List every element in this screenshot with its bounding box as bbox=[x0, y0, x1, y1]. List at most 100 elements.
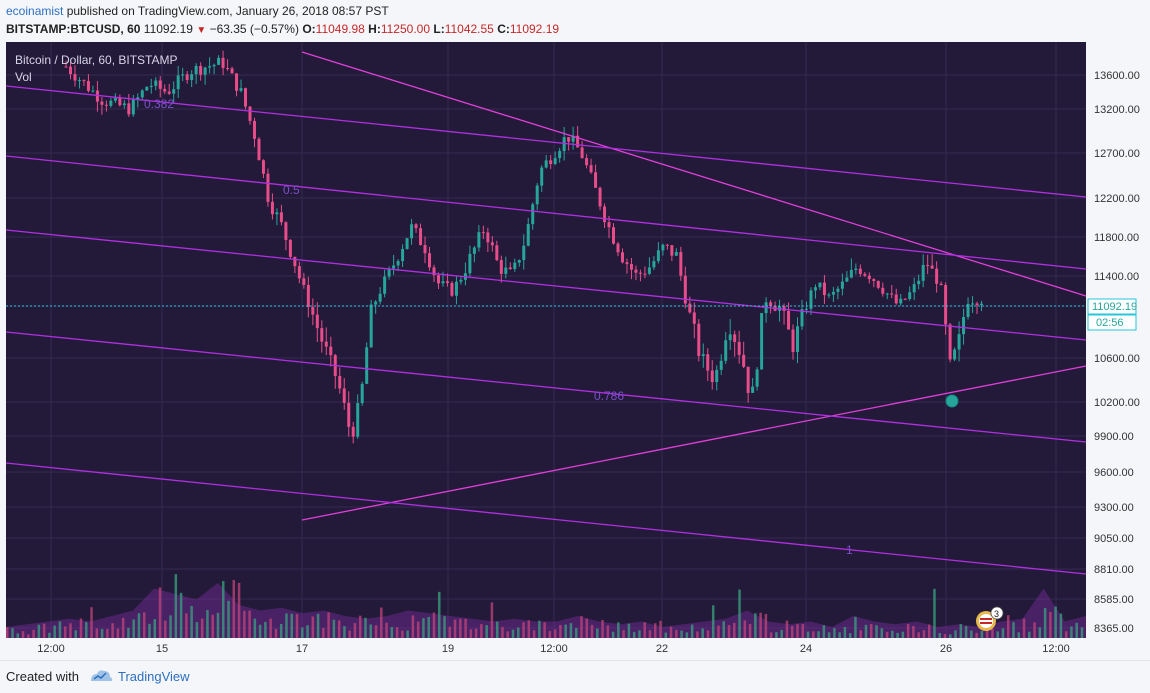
volume-bar bbox=[522, 622, 525, 638]
volume-bar bbox=[116, 628, 120, 638]
candle-body bbox=[392, 265, 396, 269]
volume-bar bbox=[495, 621, 499, 638]
candle-body bbox=[226, 68, 230, 70]
candle-body bbox=[486, 232, 490, 243]
channel-line[interactable] bbox=[6, 462, 1087, 575]
candle-body bbox=[903, 298, 907, 300]
author-link[interactable]: ecoinamist bbox=[6, 4, 64, 18]
volume-bar bbox=[200, 618, 204, 638]
candle-body bbox=[728, 334, 732, 341]
volume-bar bbox=[501, 626, 504, 638]
volume-bar bbox=[606, 625, 610, 638]
candle-body bbox=[854, 268, 858, 271]
volume-bar bbox=[564, 624, 567, 638]
volume-bar bbox=[16, 633, 20, 638]
volume-bar bbox=[258, 624, 262, 638]
volume-bar bbox=[654, 623, 657, 638]
volume-bar bbox=[195, 622, 199, 638]
tradingview-link[interactable]: TradingView bbox=[118, 669, 190, 684]
volume-bar bbox=[1028, 631, 1031, 638]
volume-bar bbox=[638, 630, 641, 638]
volume-bar bbox=[711, 605, 715, 638]
candle-body bbox=[387, 268, 391, 277]
volume-bar bbox=[485, 625, 488, 638]
candle-body bbox=[715, 369, 719, 383]
volume-bar bbox=[95, 628, 99, 638]
volume-bar bbox=[1017, 632, 1021, 638]
candle-body bbox=[598, 187, 602, 207]
price-tick-label: 8365.00 bbox=[1094, 623, 1134, 635]
volume-bar bbox=[622, 630, 625, 638]
volume-bar bbox=[538, 620, 541, 638]
price-tick-label: 8810.00 bbox=[1094, 564, 1134, 576]
candle-body bbox=[540, 167, 544, 186]
candle-body bbox=[549, 160, 553, 165]
volume-bar bbox=[100, 629, 104, 638]
volume-bar bbox=[1054, 606, 1057, 638]
candle-body bbox=[270, 201, 274, 215]
price-tick-label: 12700.00 bbox=[1094, 148, 1140, 160]
volume-bar bbox=[817, 631, 820, 638]
volume-bar bbox=[685, 632, 689, 638]
volume-bar bbox=[74, 630, 77, 638]
channel-line[interactable] bbox=[6, 229, 1087, 341]
channel-line[interactable] bbox=[6, 331, 1087, 443]
candle-body bbox=[338, 375, 342, 389]
volume-bar bbox=[559, 624, 562, 638]
candle-body bbox=[724, 340, 728, 361]
candle-body bbox=[634, 269, 638, 273]
price-axis[interactable]: 13600.00 13200.00 12700.00 12200.00 11800.00… bbox=[1094, 70, 1140, 635]
volume-bar bbox=[348, 630, 351, 638]
candle-body bbox=[782, 306, 786, 311]
trend-shape bbox=[93, 672, 107, 680]
candle-body bbox=[490, 242, 494, 246]
flag-badge[interactable]: 3 bbox=[976, 606, 1004, 631]
candle-body bbox=[360, 383, 364, 404]
time-tick-label: 19 bbox=[442, 643, 454, 655]
time-tick-label: 12:00 bbox=[540, 643, 568, 655]
support-trendline[interactable] bbox=[301, 365, 1087, 521]
candle-body bbox=[495, 245, 499, 261]
candle-body bbox=[293, 256, 297, 267]
volume-bar bbox=[269, 618, 272, 638]
volume-bar bbox=[764, 613, 768, 638]
candle-body bbox=[508, 267, 512, 269]
candle-body bbox=[544, 160, 548, 168]
volume-bar bbox=[848, 633, 852, 638]
candle-body bbox=[369, 304, 373, 348]
volume-bar bbox=[290, 613, 293, 638]
price-chart[interactable]: 0.382 0.5 0.786 1 Bitcoin / Dollar, 60, … bbox=[6, 42, 1144, 659]
candle-body bbox=[809, 290, 813, 309]
candle-body bbox=[517, 260, 521, 263]
candle-body bbox=[710, 370, 714, 383]
volume-bar bbox=[211, 614, 214, 638]
channel-line[interactable] bbox=[6, 155, 1087, 270]
candle-body bbox=[867, 275, 871, 280]
time-tick-label: 15 bbox=[156, 643, 168, 655]
time-axis[interactable]: 12:00 15 17 19 12:00 22 24 26 12:00 bbox=[37, 643, 1070, 655]
volume-bar bbox=[859, 630, 862, 638]
volume-bar bbox=[738, 589, 741, 638]
volume-bar bbox=[21, 631, 25, 638]
candle-body bbox=[230, 68, 234, 74]
volume-bar bbox=[785, 620, 789, 638]
volume-bar bbox=[806, 631, 810, 638]
candle-body bbox=[450, 282, 454, 296]
volume-bar bbox=[511, 629, 515, 638]
candle-body bbox=[172, 89, 176, 94]
volume-bar bbox=[722, 621, 725, 638]
volume-bar bbox=[996, 631, 999, 638]
volume-bar bbox=[627, 623, 631, 638]
volume-bar bbox=[327, 612, 330, 638]
price-tick-label: 13200.00 bbox=[1094, 104, 1140, 116]
tradingview-logo-icon[interactable] bbox=[88, 667, 114, 685]
volume-bar bbox=[775, 632, 778, 638]
candle-body bbox=[86, 80, 90, 91]
candle-body bbox=[454, 281, 458, 296]
candle-body bbox=[149, 85, 153, 87]
volume-bar bbox=[469, 629, 473, 638]
candle-body bbox=[401, 248, 405, 262]
channel-line[interactable] bbox=[6, 85, 1087, 198]
volume-bar bbox=[11, 628, 14, 638]
candle-body bbox=[674, 251, 678, 256]
